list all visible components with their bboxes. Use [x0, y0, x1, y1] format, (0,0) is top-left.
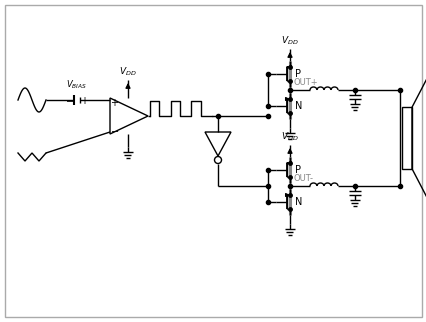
- Text: $V_{DD}$: $V_{DD}$: [119, 65, 136, 78]
- Text: OUT+: OUT+: [294, 78, 318, 87]
- Text: P: P: [294, 165, 300, 175]
- Text: $-$: $-$: [65, 95, 75, 105]
- Circle shape: [214, 156, 221, 164]
- Text: P: P: [294, 69, 300, 79]
- Text: $V_{DD}$: $V_{DD}$: [281, 130, 298, 143]
- Text: N: N: [294, 101, 302, 111]
- Text: $+$: $+$: [80, 94, 89, 106]
- Text: N: N: [294, 197, 302, 207]
- Text: $+$: $+$: [110, 97, 119, 108]
- Text: OUT-: OUT-: [294, 174, 313, 183]
- Text: $-$: $-$: [110, 125, 119, 135]
- Text: $V_{BIAS}$: $V_{BIAS}$: [66, 79, 87, 91]
- Text: $V_{DD}$: $V_{DD}$: [281, 34, 298, 47]
